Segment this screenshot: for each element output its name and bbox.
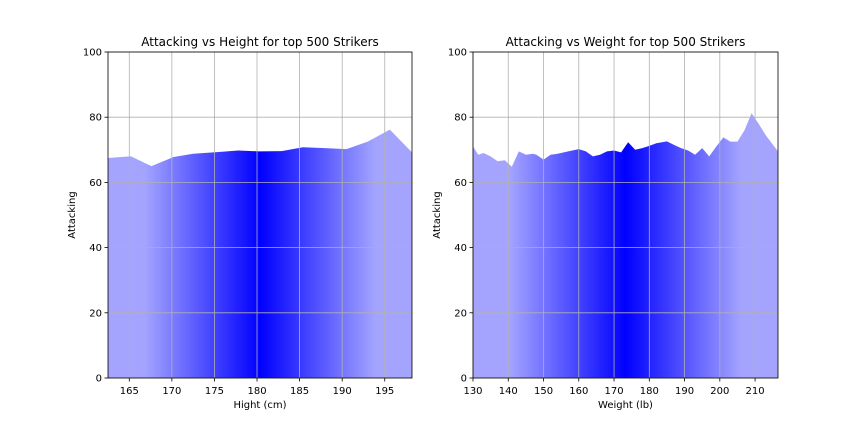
weight-x-tick-label: 150	[534, 386, 553, 397]
height-x-tick-label: 190	[333, 386, 352, 397]
height-chart-panel: 165 170 175 180 185 190 195 0 20 40 60 80 100 Attacki…	[67, 35, 413, 411]
height-x-axis-label: Hight (cm)	[233, 400, 286, 411]
weight-y-tick-label: 40	[454, 243, 467, 254]
weight-plot-frame	[472, 51, 779, 379]
height-area-fill	[108, 129, 412, 378]
height-y-axis-label: Attacking	[67, 191, 78, 238]
height-y-tick-label: 40	[89, 243, 102, 254]
weight-x-tick-label: 160	[569, 386, 588, 397]
weight-y-axis-label: Attacking	[432, 191, 443, 238]
weight-y-tick-label: 0	[461, 374, 467, 385]
weight-x-tick-label: 130	[463, 386, 482, 397]
height-chart-title: Attacking vs Height for top 500 Strikers	[141, 35, 379, 49]
height-x-tick-label: 195	[375, 386, 394, 397]
weight-x-tick-label: 190	[675, 386, 694, 397]
weight-x-tick-label: 180	[640, 386, 659, 397]
weight-y-tick-label: 60	[454, 178, 467, 189]
height-x-tick-label: 180	[247, 386, 266, 397]
weight-chart-panel: 130 140 150 160 170 180 190 200 210 0 20 40 60 80 100 A…	[432, 35, 779, 411]
weight-x-tick-label: 170	[604, 386, 623, 397]
weight-y-tick-label: 80	[454, 113, 467, 124]
height-y-tick-label: 0	[96, 374, 102, 385]
height-plot-frame	[107, 51, 413, 379]
height-y-tick-label: 100	[83, 48, 102, 59]
weight-y-tick-label: 20	[454, 308, 467, 319]
weight-x-tick-label: 200	[710, 386, 729, 397]
weight-y-tick-label: 100	[448, 48, 467, 59]
height-y-tick-label: 60	[89, 178, 102, 189]
height-x-tick-label: 175	[205, 386, 224, 397]
height-y-tick-label: 80	[89, 113, 102, 124]
weight-area-fill	[473, 113, 778, 378]
weight-chart-title: Attacking vs Weight for top 500 Strikers	[506, 35, 746, 49]
weight-x-tick-label: 140	[499, 386, 518, 397]
weight-x-tick-label: 210	[746, 386, 765, 397]
height-x-tick-label: 165	[120, 386, 139, 397]
height-x-tick-label: 170	[162, 386, 181, 397]
height-y-tick-label: 20	[89, 308, 102, 319]
height-x-tick-label: 185	[290, 386, 309, 397]
weight-x-axis-label: Weight (lb)	[598, 400, 653, 411]
